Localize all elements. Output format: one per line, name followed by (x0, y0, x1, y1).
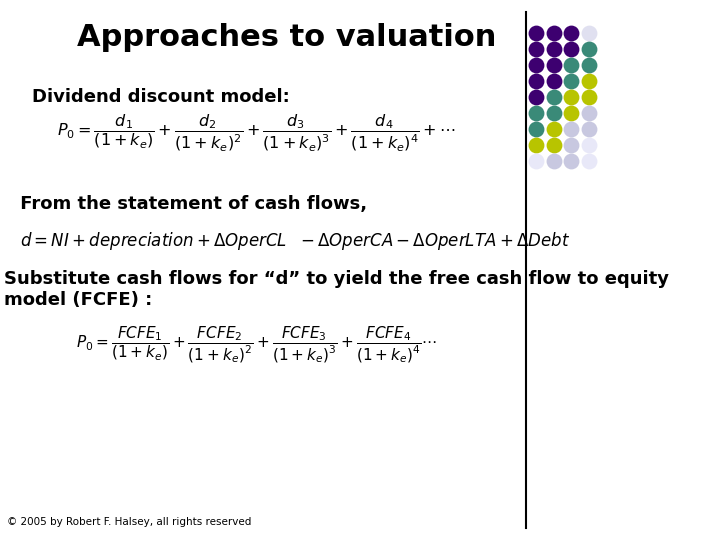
Point (548, 77, 559, 85)
Text: $P_0 = \dfrac{FCFE_1}{(1+k_e)} + \dfrac{FCFE_2}{(1+k_e)^2} + \dfrac{FCFE_3}{(1+k: $P_0 = \dfrac{FCFE_1}{(1+k_e)} + \dfrac{… (76, 325, 437, 366)
Point (583, 93, 595, 102)
Text: From the statement of cash flows,: From the statement of cash flows, (14, 195, 366, 213)
Text: Approaches to valuation: Approaches to valuation (77, 23, 497, 52)
Point (583, 125, 595, 133)
Point (565, 77, 577, 85)
Point (530, 60, 541, 69)
Text: Dividend discount model:: Dividend discount model: (32, 89, 289, 106)
Point (583, 109, 595, 118)
Point (548, 125, 559, 133)
Point (530, 109, 541, 118)
Point (583, 77, 595, 85)
Text: $P_0 = \dfrac{d_1}{(1+k_e)} + \dfrac{d_2}{(1+k_e)^2} + \dfrac{d_3}{(1+k_e)^3} + : $P_0 = \dfrac{d_1}{(1+k_e)} + \dfrac{d_2… (58, 113, 456, 153)
Point (583, 44, 595, 53)
Point (565, 60, 577, 69)
Point (583, 28, 595, 37)
Point (583, 60, 595, 69)
Point (548, 157, 559, 166)
Text: Substitute cash flows for “d” to yield the free cash flow to equity
model (FCFE): Substitute cash flows for “d” to yield t… (4, 270, 670, 309)
Point (548, 44, 559, 53)
Point (548, 93, 559, 102)
Point (565, 93, 577, 102)
Point (530, 125, 541, 133)
Point (565, 28, 577, 37)
Point (583, 141, 595, 150)
Point (565, 44, 577, 53)
Point (565, 109, 577, 118)
Point (565, 125, 577, 133)
Text: $d = NI + depreciation + \Delta OperCL\ \ - \Delta OperCA - \Delta OperLTA + \De: $d = NI + depreciation + \Delta OperCL\ … (19, 230, 570, 252)
Point (548, 109, 559, 118)
Text: © 2005 by Robert F. Halsey, all rights reserved: © 2005 by Robert F. Halsey, all rights r… (7, 517, 252, 527)
Point (530, 44, 541, 53)
Point (530, 157, 541, 166)
Point (565, 141, 577, 150)
Point (548, 28, 559, 37)
Point (565, 157, 577, 166)
Point (530, 77, 541, 85)
Point (530, 141, 541, 150)
Point (530, 28, 541, 37)
Point (530, 93, 541, 102)
Point (548, 60, 559, 69)
Point (583, 157, 595, 166)
Point (548, 141, 559, 150)
